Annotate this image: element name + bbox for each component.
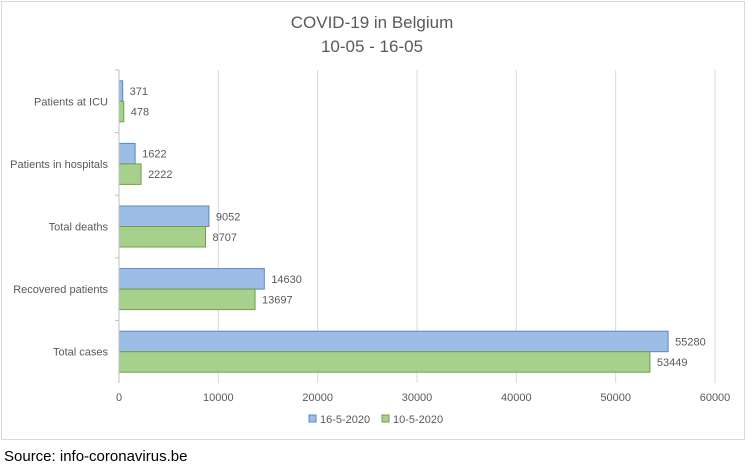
bar xyxy=(118,205,210,227)
data-label: 478 xyxy=(131,107,149,119)
chart-subtitle: 10-05 - 16-05 xyxy=(321,37,423,56)
category-label: Patients at ICU xyxy=(34,96,108,108)
category-label: Recovered patients xyxy=(13,284,108,296)
data-label: 14630 xyxy=(271,274,302,286)
bar xyxy=(118,80,124,102)
legend-swatch xyxy=(308,414,317,423)
category-label: Patients in hospitals xyxy=(10,159,108,171)
x-tick-label: 10000 xyxy=(203,392,234,404)
category-label: Total deaths xyxy=(49,222,109,234)
bar xyxy=(118,226,206,248)
data-label: 9052 xyxy=(216,211,240,223)
data-label: 8707 xyxy=(212,232,236,244)
data-label: 53449 xyxy=(657,357,688,369)
category-label: Total cases xyxy=(53,347,109,359)
bar xyxy=(118,268,265,290)
data-label: 2222 xyxy=(148,169,172,181)
x-tick-label: 20000 xyxy=(302,392,333,404)
bars xyxy=(118,80,669,373)
x-tick-label: 50000 xyxy=(600,392,631,404)
data-label: 55280 xyxy=(675,336,706,348)
data-labels: 371 478 1622 2222 9052 8707 14630 13697 55280 534… xyxy=(130,86,706,369)
legend-label: 10-5-2020 xyxy=(393,414,443,426)
x-tick-label: 30000 xyxy=(402,392,433,404)
chart-plot: COVID-19 in Belgium 10-05 - 16-05 371 478… xyxy=(10,13,731,426)
bar xyxy=(118,288,256,311)
bar xyxy=(118,100,125,123)
bar xyxy=(118,142,136,165)
data-label: 13697 xyxy=(262,294,293,306)
source-caption: Source: info-coronavirus.be xyxy=(4,448,188,465)
bar xyxy=(118,351,651,373)
legend: 16-5-2020 10-5-2020 xyxy=(308,414,443,426)
x-tick-label: 40000 xyxy=(501,392,532,404)
axes: 0 10000 20000 30000 40000 50000 60000 Patients … xyxy=(10,69,731,404)
x-tick-label: 60000 xyxy=(700,392,731,404)
data-label: 1622 xyxy=(142,149,166,161)
bar xyxy=(118,163,142,185)
chart-title: COVID-19 in Belgium xyxy=(291,13,454,32)
legend-label: 16-5-2020 xyxy=(320,414,370,426)
data-label: 371 xyxy=(130,86,148,98)
bar xyxy=(118,330,669,353)
legend-swatch xyxy=(381,414,390,423)
x-tick-label: 0 xyxy=(116,392,122,404)
